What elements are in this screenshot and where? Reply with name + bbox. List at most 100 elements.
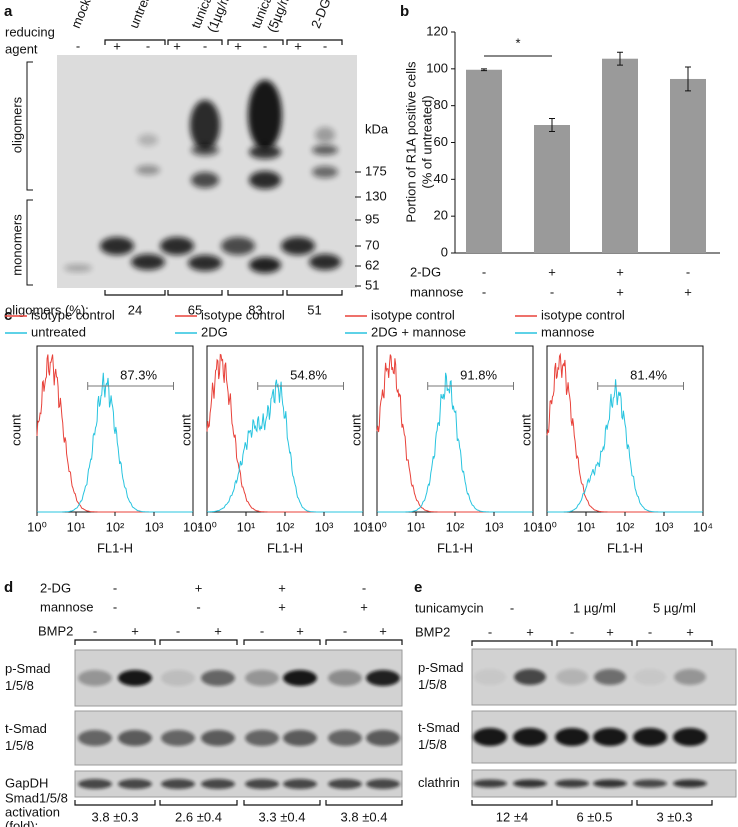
row-label: BMP2 [415,624,450,639]
x-tick-label: 10⁰ [197,519,217,534]
activation-value: 2.6 ±0.4 [175,809,222,824]
x-tick-label: 10² [276,519,295,534]
band [366,779,400,789]
gate-label: 54.8% [290,367,327,382]
histogram-curve [546,352,703,513]
histogram-curve [547,379,703,513]
marker-label: 70 [365,237,379,252]
sign: + [173,38,181,53]
plot-frame [376,345,534,513]
bracket [636,640,713,646]
band [513,728,547,746]
sign: + [131,623,139,638]
bar [466,69,502,253]
row-label: BMP2 [38,623,73,638]
y-tick-label: 60 [434,134,448,149]
bracket [227,290,284,296]
row-label: 1/5/8 [418,737,447,752]
band [594,669,626,685]
x-tick-label: 10⁰ [537,519,557,534]
sign: - [93,623,97,638]
sign: - [686,264,690,279]
x-tick-label: 10³ [145,519,164,534]
band [78,779,112,789]
bracket [74,639,156,645]
band [248,80,282,150]
bracket [74,800,156,806]
band [138,134,158,146]
band [131,254,165,270]
x-tick-label: 10³ [485,519,504,534]
x-tick-label: 10³ [315,519,334,534]
band [555,779,589,788]
band [634,669,666,685]
error-bar [685,66,691,92]
band [473,779,507,788]
row-label: mannose [40,599,93,614]
sign: + [234,38,242,53]
x-axis-label: FL1-H [437,540,473,555]
sign: + [616,264,624,279]
sign: - [648,624,652,639]
y-axis-label: count [348,414,363,446]
y-axis-label: count [518,414,533,446]
row-label: t-Smad [5,721,47,736]
y-tick-label: 120 [426,23,448,38]
plot-frame [206,345,364,513]
sign: + [616,284,624,299]
sign: - [203,38,207,53]
lane-label: 2-DG [308,0,334,30]
band [555,728,589,746]
band [514,669,546,685]
band [474,669,506,685]
sign: + [379,623,387,638]
x-tick-label: 10⁴ [523,519,543,534]
y-axis-label: Portion of R1A positive cells [403,61,418,223]
bracket [471,800,553,806]
lane-label: mock [68,0,94,30]
x-tick-label: 10³ [655,519,674,534]
y-tick-label: 0 [441,244,448,259]
sign: + [278,580,286,595]
bar [534,125,570,253]
band [160,237,194,255]
row-label: p-Smad [418,660,464,675]
band [328,670,362,686]
row-label: tunicamycin [415,600,484,615]
bar [670,78,706,254]
group-label: - [510,600,514,615]
sign: - [570,624,574,639]
sign: + [548,264,556,279]
band [64,264,92,272]
y-axis-label: count [8,414,23,446]
gate-label: 81.4% [630,367,667,382]
sign: - [482,264,486,279]
bracket [325,800,403,806]
sign: + [195,580,203,595]
activation-value: 3.8 ±0.3 [92,809,139,824]
band [283,730,317,746]
x-tick-label: 10⁰ [367,519,387,534]
bracket [471,640,553,646]
marker-label: 175 [365,163,387,178]
band [473,728,507,746]
bracket [104,290,166,296]
bracket [286,290,343,296]
band [673,779,707,788]
band [78,730,112,746]
row-label: t-Smad [418,720,460,735]
band [118,730,152,746]
x-axis-label: FL1-H [607,540,643,555]
row-label: GapDH [5,775,48,790]
x-tick-label: 10² [106,519,125,534]
bracket [167,290,223,296]
row-label: 2-DG [40,580,71,595]
bracket [243,639,321,645]
percent-label: 83 [248,302,262,317]
percent-label: 24 [128,302,142,317]
band [312,166,338,178]
y-tick-label: 20 [434,208,448,223]
significance-star: * [515,35,520,50]
bracket [243,800,321,806]
